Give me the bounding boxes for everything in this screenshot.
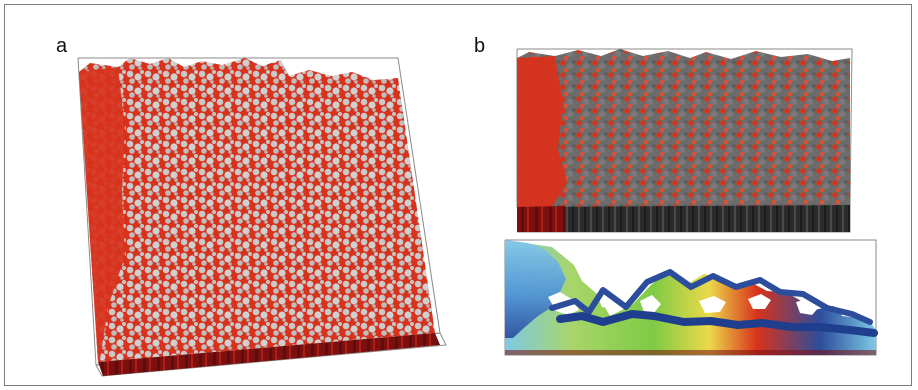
panel-a-render — [77, 57, 447, 377]
panel-b-bottom-render — [504, 239, 878, 356]
panel-label-a: a — [56, 35, 68, 57]
panel-b-top-render — [516, 48, 853, 233]
panel-label-b: b — [474, 35, 486, 57]
